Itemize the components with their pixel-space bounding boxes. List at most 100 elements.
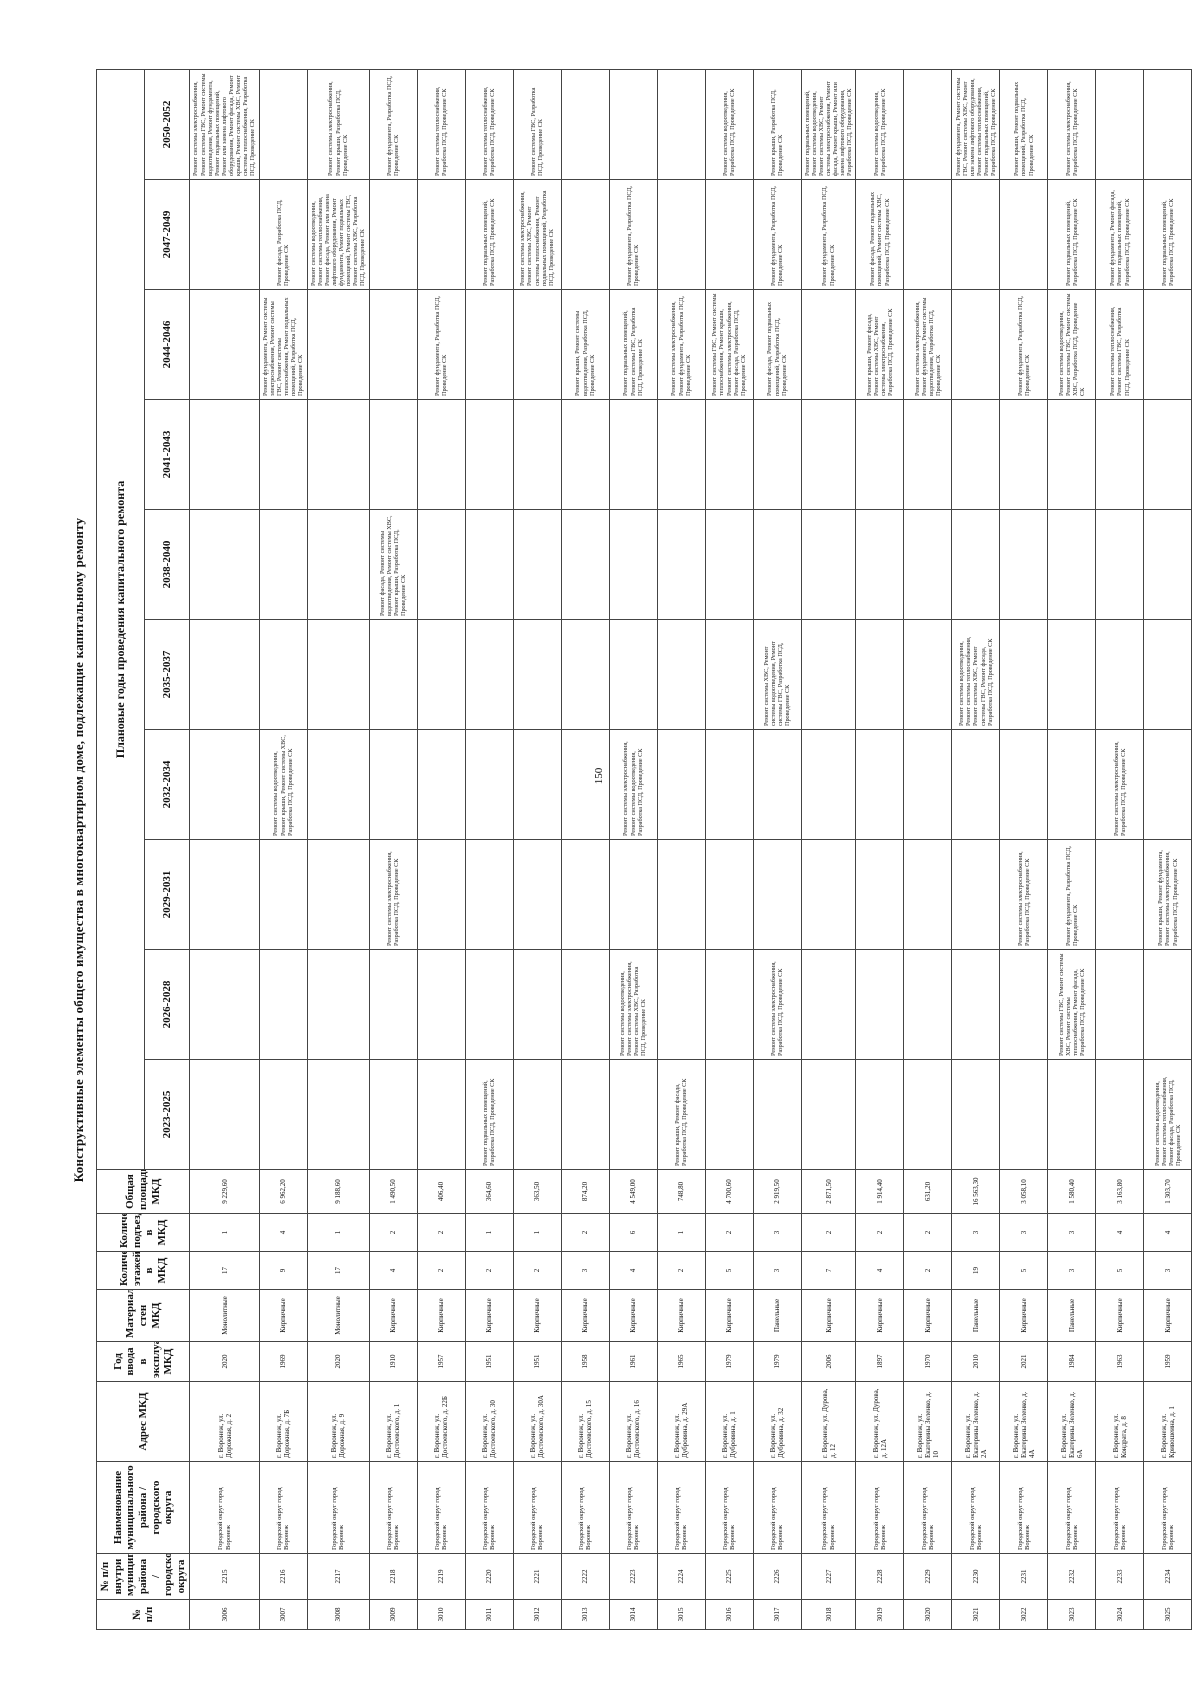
cell-works-2050-2052: [657, 69, 706, 180]
cell-works-2032-2034: [189, 729, 260, 840]
cell-address: г. Воронеж, ул. Екатерины Зеленко, д. 2А: [951, 1381, 1000, 1462]
cell-works-2038-2040: [705, 509, 754, 620]
cell-works-2023-2025: [903, 1059, 952, 1170]
cell-number: 3018: [801, 1599, 856, 1630]
planned-years-header: Плановые годы проведения капитального ре…: [96, 69, 145, 1170]
cell-material: Кирпичные: [417, 1289, 466, 1342]
cell-address: г. Воронеж, ул. Кривошеина, д. 1: [1143, 1381, 1192, 1462]
cell-works-2029-2031: [951, 839, 1000, 950]
table-row: 3014 2223 Городской округ город Воронеж г. …: [609, 69, 658, 1630]
cell-region: Городской округ город Воронеж: [259, 1461, 308, 1554]
cell-works-2047-2049: Ремонт фундамента, Разработка ПСД, Прове…: [753, 179, 802, 290]
cell-works-2029-2031: [705, 839, 754, 950]
cell-works-2041-2043: [1143, 399, 1192, 510]
table-row: 3008 2217 Городской округ город Воронеж г. …: [307, 69, 370, 1630]
cell-municipal-number: 2227: [801, 1553, 856, 1600]
col-header-n-mun: № п/п внутри муниципального района / гор…: [96, 1553, 190, 1600]
cell-works-2047-2049: [189, 179, 260, 290]
table-body: 3006 2215 Городской округ город Воронеж г. …: [189, 69, 1192, 1630]
cell-works-2035-2037: [705, 619, 754, 730]
cell-works-2047-2049: Ремонт фундамента, Разработка ПСД, Прове…: [801, 179, 856, 290]
cell-material: Кирпичные: [259, 1289, 308, 1342]
cell-region: Городской округ город Воронеж: [1047, 1461, 1096, 1554]
cell-entrances: 3: [753, 1213, 802, 1252]
cell-works-2050-2052: Ремонт крыши, Ремонт подвальных помещени…: [999, 69, 1048, 180]
cell-region: Городской округ город Воронеж: [999, 1461, 1048, 1554]
col-header-2050-2052: 2050-2052: [144, 69, 190, 180]
cell-entrances: 2: [417, 1213, 466, 1252]
cell-floors: 7: [801, 1251, 856, 1290]
cell-works-2044-2046: [801, 289, 856, 400]
cell-number: 3025: [1143, 1599, 1192, 1630]
cell-works-2041-2043: [417, 399, 466, 510]
cell-works-2038-2040: [855, 509, 904, 620]
cell-area: 3 163,80: [1095, 1169, 1144, 1214]
table-row: 3015 2224 Городской округ город Воронеж г. …: [657, 69, 706, 1630]
cell-works-2023-2025: [369, 1059, 418, 1170]
table-row: 3021 2230 Городской округ город Воронеж г. …: [951, 69, 1000, 1630]
cell-works-2050-2052: [259, 69, 308, 180]
cell-municipal-number: 2215: [189, 1553, 260, 1600]
cell-works-2029-2031: [307, 839, 370, 950]
cell-works-2035-2037: [307, 619, 370, 730]
cell-works-2023-2025: [189, 1059, 260, 1170]
cell-works-2023-2025: [855, 1059, 904, 1170]
cell-floors: 2: [417, 1251, 466, 1290]
cell-year: 1984: [1047, 1341, 1096, 1382]
cell-entrances: 2: [903, 1213, 952, 1252]
table-row: 3018 2227 Городской округ город Воронеж г. …: [801, 69, 856, 1630]
cell-entrances: 3: [999, 1213, 1048, 1252]
cell-works-2032-2034: [1143, 729, 1192, 840]
cell-works-2041-2043: [307, 399, 370, 510]
cell-works-2044-2046: Ремонт фундамента, Разработка ПСД, Прове…: [417, 289, 466, 400]
cell-works-2050-2052: Ремонт системы электроснабжения, Ремонт …: [189, 69, 260, 180]
cell-works-2029-2031: [903, 839, 952, 950]
cell-number: 3006: [189, 1599, 260, 1630]
col-header-floors: Количество этажей в МКД: [96, 1251, 190, 1290]
cell-works-2047-2049: Ремонт системы водоотведения, Ремонт сис…: [307, 179, 370, 290]
col-header-2044-2046: 2044-2046: [144, 289, 190, 400]
capital-repair-table: № п/п № п/п внутри муниципального района…: [96, 69, 1192, 1630]
col-header-2023-2025: 2023-2025: [144, 1059, 190, 1170]
cell-entrances: 1: [657, 1213, 706, 1252]
cell-works-2050-2052: Ремонт системы ГВС, Разработка ПСД, Пров…: [513, 69, 562, 180]
cell-number: 3014: [609, 1599, 658, 1630]
cell-works-2041-2043: [951, 399, 1000, 510]
cell-entrances: 2: [855, 1213, 904, 1252]
cell-entrances: 1: [189, 1213, 260, 1252]
cell-number: 3015: [657, 1599, 706, 1630]
cell-works-2026-2028: [307, 949, 370, 1060]
cell-municipal-number: 2225: [705, 1553, 754, 1600]
cell-works-2032-2034: Ремонт системы электроснабжения, Разрабо…: [1095, 729, 1144, 840]
table-row: 3017 2226 Городской округ город Воронеж г. …: [753, 69, 802, 1630]
cell-region: Городской округ город Воронеж: [369, 1461, 418, 1554]
cell-address: г. Воронеж, ул. Екатерины Зеленко, д. 4А: [999, 1381, 1048, 1462]
cell-address: г. Воронеж, ул. Дубровина, д. 1: [705, 1381, 754, 1462]
cell-area: 6 962,20: [259, 1169, 308, 1214]
cell-area: 1 580,40: [1047, 1169, 1096, 1214]
col-header-2038-2040: 2038-2040: [144, 509, 190, 620]
cell-works-2050-2052: Ремонт системы водоотведения, Разработка…: [855, 69, 904, 180]
cell-works-2032-2034: [999, 729, 1048, 840]
cell-area: 1 303,70: [1143, 1169, 1192, 1214]
cell-works-2050-2052: Ремонт фундамента, Разработка ПСД, Прове…: [369, 69, 418, 180]
cell-works-2029-2031: [609, 839, 658, 950]
cell-works-2032-2034: [369, 729, 418, 840]
cell-works-2050-2052: [1095, 69, 1144, 180]
cell-works-2038-2040: [657, 509, 706, 620]
cell-entrances: 2: [801, 1213, 856, 1252]
table-row: 3006 2215 Городской округ город Воронеж г. …: [189, 69, 260, 1630]
cell-works-2047-2049: Ремонт подвальных помещений, Разработка …: [1047, 179, 1096, 290]
col-header-entrances: Количество подъездов в МКД: [96, 1213, 190, 1252]
cell-works-2035-2037: Ремонт системы ХВС, Ремонт системы водоо…: [753, 619, 802, 730]
cell-region: Городской округ город Воронеж: [705, 1461, 754, 1554]
col-header-2035-2037: 2035-2037: [144, 619, 190, 730]
cell-works-2050-2052: [561, 69, 610, 180]
cell-works-2026-2028: [561, 949, 610, 1060]
cell-address: г. Воронеж, ул. Достоевского, д. 1: [369, 1381, 418, 1462]
cell-works-2032-2034: [561, 729, 610, 840]
cell-year: 2020: [189, 1341, 260, 1382]
cell-works-2044-2046: Ремонт системы теплоснабжения, Ремонт си…: [1095, 289, 1144, 400]
cell-area: 406,40: [417, 1169, 466, 1214]
cell-area: 9 229,60: [189, 1169, 260, 1214]
